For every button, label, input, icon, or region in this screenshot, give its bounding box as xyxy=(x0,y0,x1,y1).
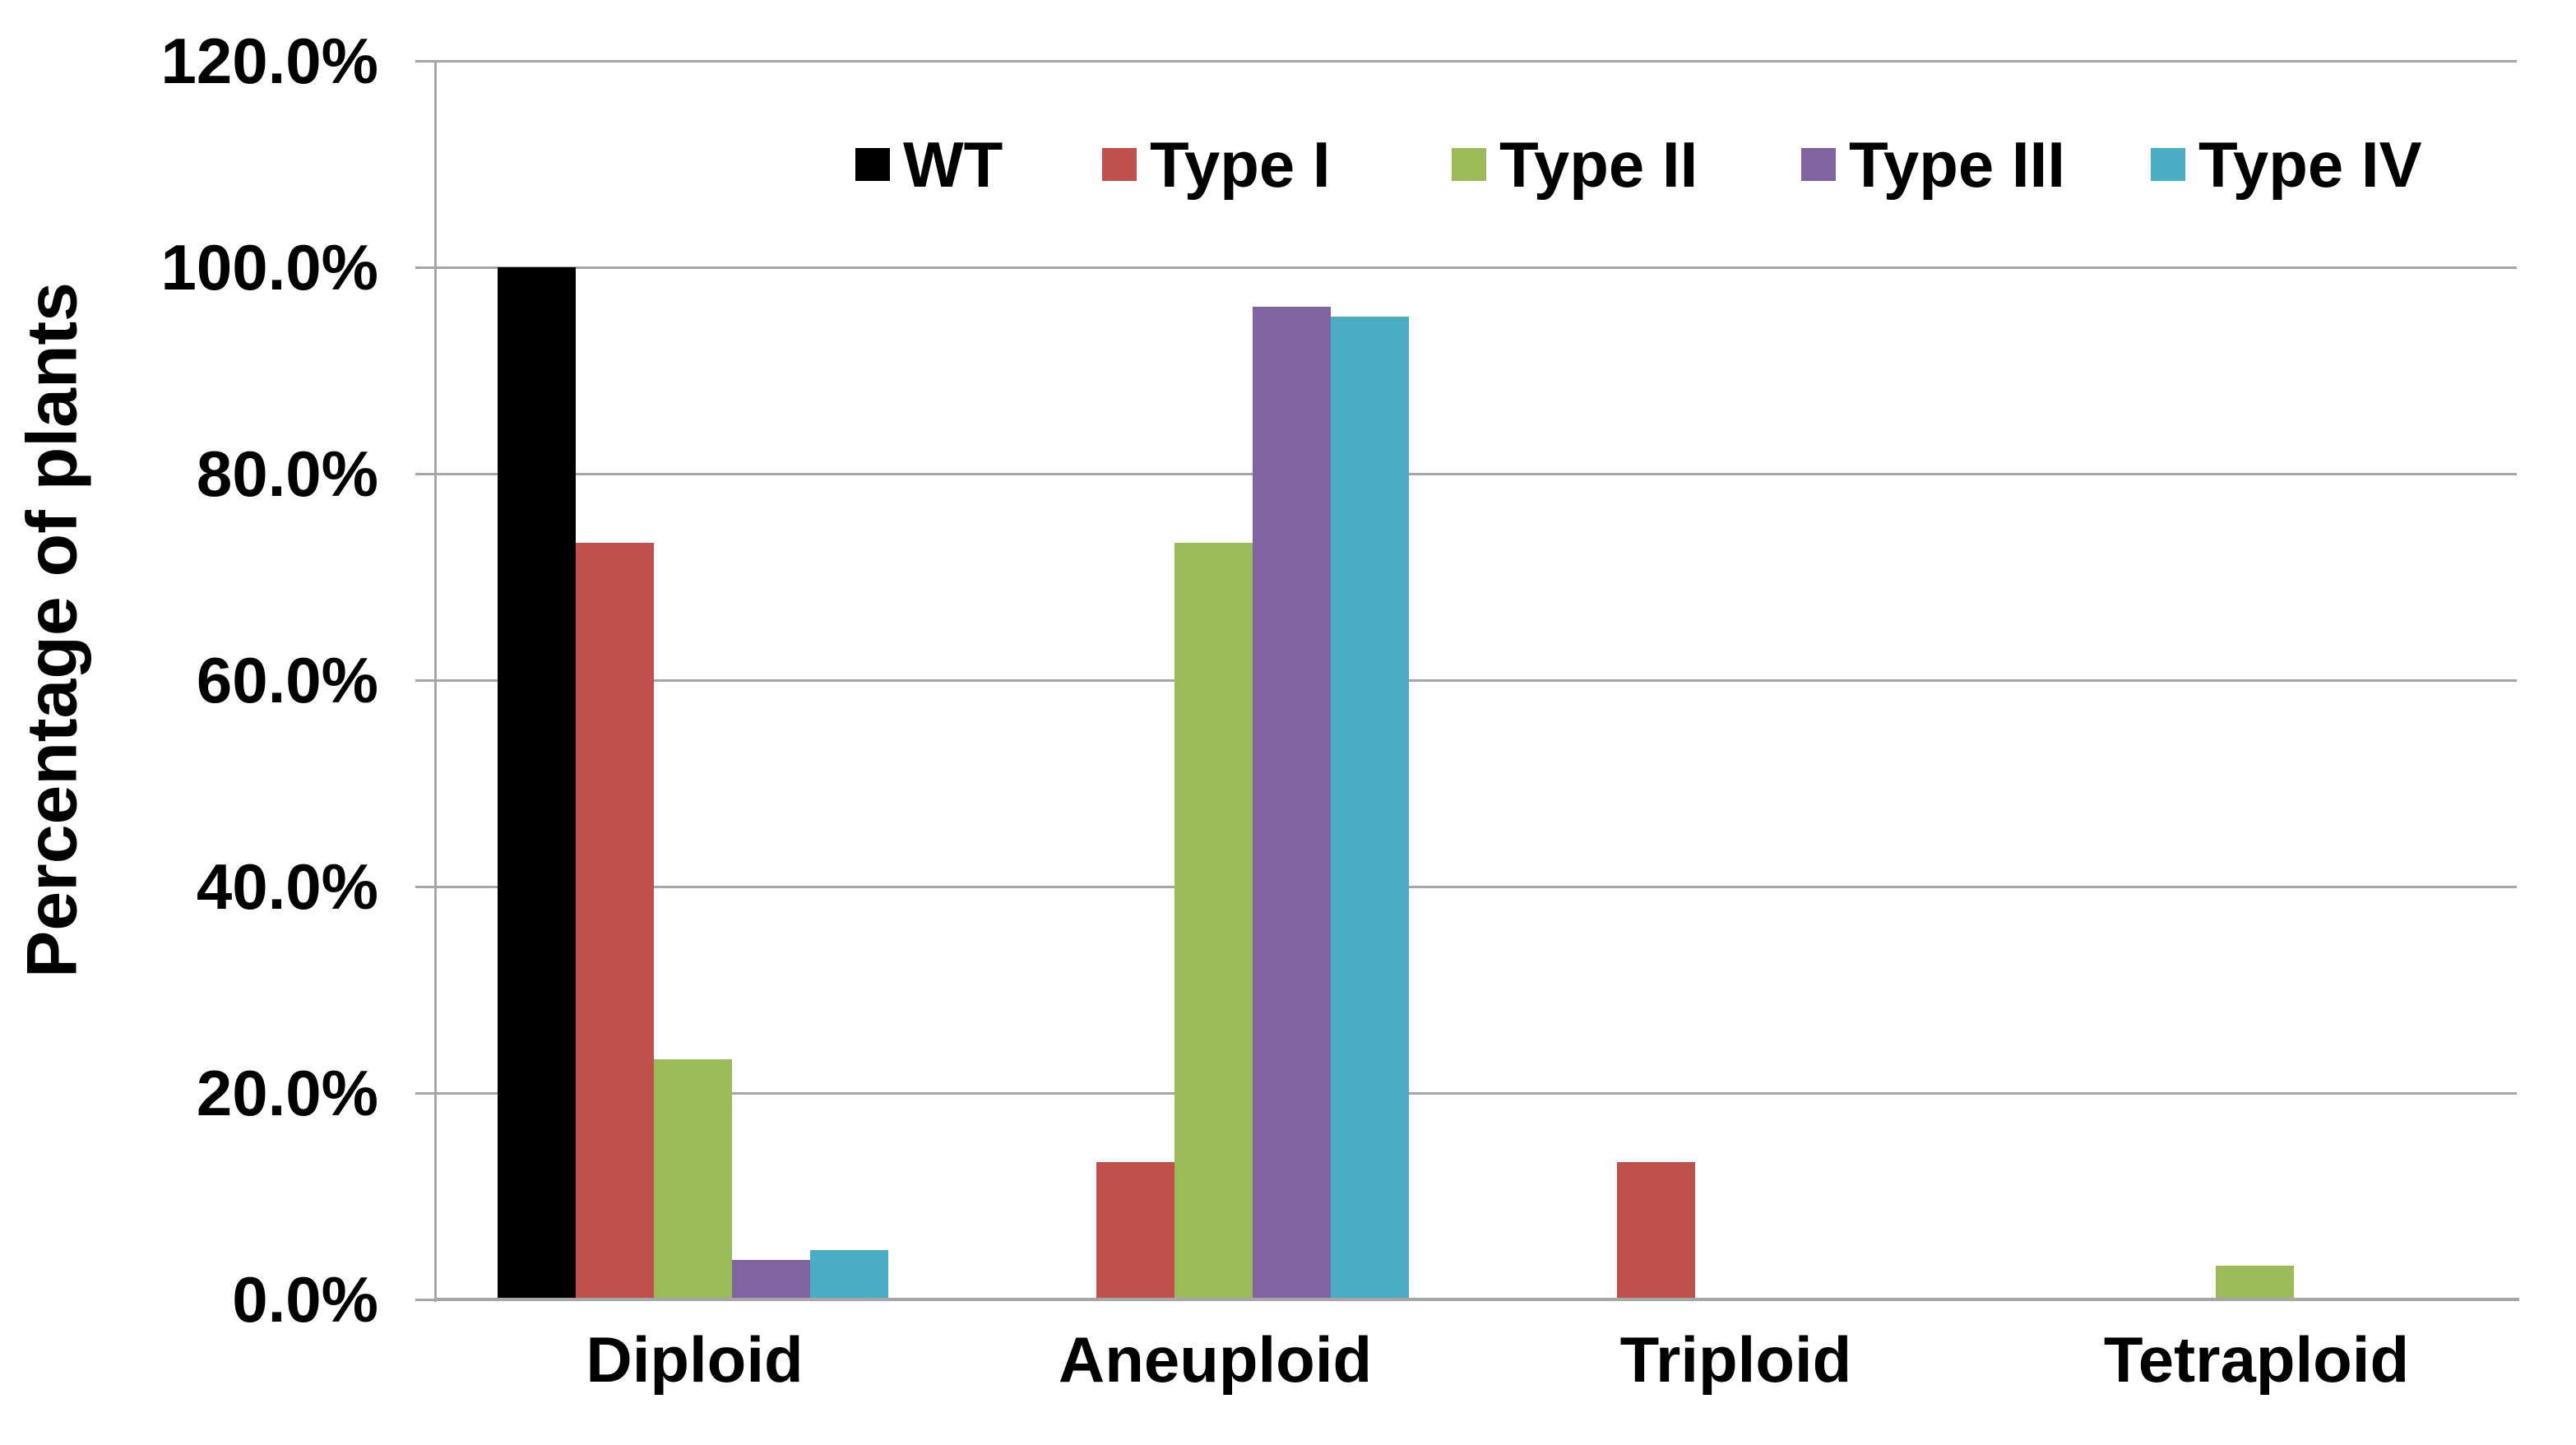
category-label-triploid: Triploid xyxy=(1619,1323,1852,1396)
legend-label: Type III xyxy=(1849,128,2065,201)
legend-item-type-ii: Type II xyxy=(1452,128,1698,201)
bar-aneuploid-type-ii xyxy=(1174,543,1253,1299)
bar-aneuploid-type-i xyxy=(1096,1162,1174,1299)
category-label-aneuploid: Aneuploid xyxy=(1058,1323,1373,1396)
y-tick-60 xyxy=(415,679,434,682)
gridline-80 xyxy=(434,472,2517,475)
gridline-100 xyxy=(434,266,2517,269)
x-axis-line xyxy=(434,1298,2519,1301)
legend-label: Type I xyxy=(1150,128,1331,201)
gridline-120 xyxy=(434,59,2517,63)
gridline-60 xyxy=(434,679,2517,682)
y-tick-100 xyxy=(415,266,434,269)
legend-item-type-iv: Type IV xyxy=(2151,128,2422,201)
gridline-20 xyxy=(434,1091,2517,1095)
bar-diploid-type-iii xyxy=(732,1260,810,1299)
legend-marker-icon xyxy=(1102,148,1137,181)
y-tick-80 xyxy=(415,472,434,475)
y-tick-label-120: 120.0% xyxy=(160,25,378,97)
y-tick-label-0: 0.0% xyxy=(232,1263,378,1336)
gridline-40 xyxy=(434,885,2517,888)
legend-item-type-iii: Type III xyxy=(1801,128,2065,201)
legend-item-wt: WT xyxy=(855,128,1003,201)
category-label-diploid: Diploid xyxy=(586,1323,804,1396)
bar-tetraploid-type-ii xyxy=(2216,1265,2294,1299)
y-axis-line xyxy=(434,61,437,1302)
y-tick-label-80: 80.0% xyxy=(196,438,378,510)
category-label-tetraploid: Tetraploid xyxy=(2103,1323,2410,1396)
y-tick-label-60: 60.0% xyxy=(196,644,378,716)
legend-marker-icon xyxy=(855,148,890,181)
legend-label: Type IV xyxy=(2198,128,2422,201)
bar-triploid-type-i xyxy=(1617,1162,1695,1299)
bar-aneuploid-type-iv xyxy=(1331,317,1409,1299)
y-tick-label-40: 40.0% xyxy=(196,850,378,923)
y-tick-label-100: 100.0% xyxy=(160,231,378,303)
bar-aneuploid-type-iii xyxy=(1253,306,1331,1299)
legend-label: WT xyxy=(903,128,1003,201)
legend-marker-icon xyxy=(1452,148,1486,181)
legend-label: Type II xyxy=(1499,128,1698,201)
bar-diploid-type-iv xyxy=(810,1249,888,1299)
bar-diploid-type-i xyxy=(576,543,654,1299)
legend-item-type-i: Type I xyxy=(1102,128,1331,201)
legend-marker-icon xyxy=(1801,148,1836,181)
plot-area xyxy=(434,61,2517,1299)
y-tick-20 xyxy=(415,1091,434,1095)
y-tick-label-20: 20.0% xyxy=(196,1057,378,1129)
y-tick-40 xyxy=(415,885,434,888)
y-tick-0 xyxy=(415,1298,434,1301)
legend-marker-icon xyxy=(2151,148,2185,181)
bar-diploid-type-ii xyxy=(654,1058,732,1299)
bar-diploid-wt xyxy=(498,267,576,1299)
y-tick-120 xyxy=(415,59,434,63)
